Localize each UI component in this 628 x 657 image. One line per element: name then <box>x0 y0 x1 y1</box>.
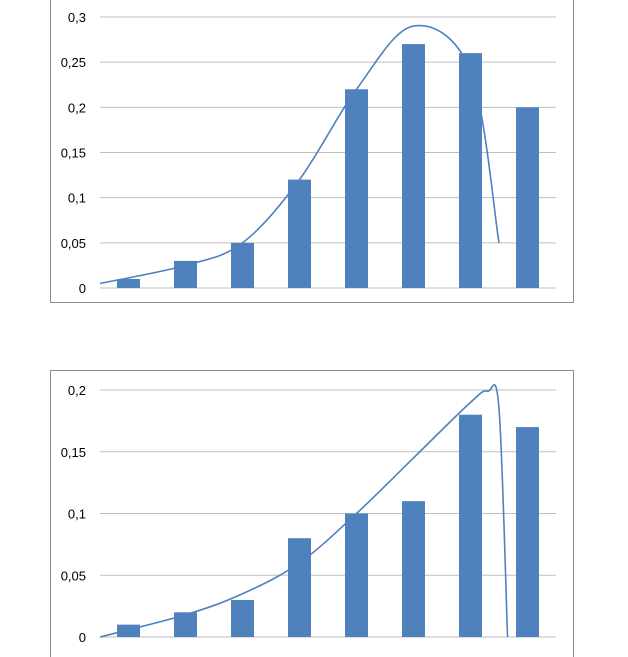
bottom-bar <box>402 501 425 637</box>
bottom-bar <box>231 599 254 637</box>
bottom-bar <box>459 414 482 637</box>
top-y-tick-label: 0,15 <box>61 146 86 161</box>
top-bar <box>459 53 482 289</box>
top-bar <box>402 44 425 288</box>
bottom-bar <box>345 513 368 637</box>
top-bar <box>288 179 311 288</box>
top-trend-curve <box>99 24 500 285</box>
bottom-y-tick-label: 0,05 <box>61 568 86 583</box>
bottom-y-tick-label: 0,1 <box>68 507 86 522</box>
bottom-bar <box>516 427 539 637</box>
top-bar <box>117 278 140 288</box>
top-y-tick-label: 0,2 <box>68 100 86 115</box>
top-y-tick-label: 0,25 <box>61 55 86 70</box>
bottom-y-tick-label: 0,15 <box>61 445 86 460</box>
top-y-tick-label: 0,1 <box>68 191 86 206</box>
bottom-trend-curve <box>99 383 509 638</box>
bottom-y-tick-label: 0,2 <box>68 383 86 398</box>
top-y-tick-label: 0,3 <box>68 10 86 25</box>
bottom-y-tick-label: 0 <box>79 630 86 645</box>
top-bar <box>345 89 368 289</box>
top-y-tick-label: 0,05 <box>61 236 86 251</box>
top-bar <box>516 107 539 288</box>
top-y-tick-label: 0 <box>79 281 86 296</box>
bottom-bar <box>288 538 311 637</box>
top-bar <box>231 242 254 288</box>
bottom-bar <box>117 624 140 637</box>
bottom-bar <box>174 612 197 637</box>
